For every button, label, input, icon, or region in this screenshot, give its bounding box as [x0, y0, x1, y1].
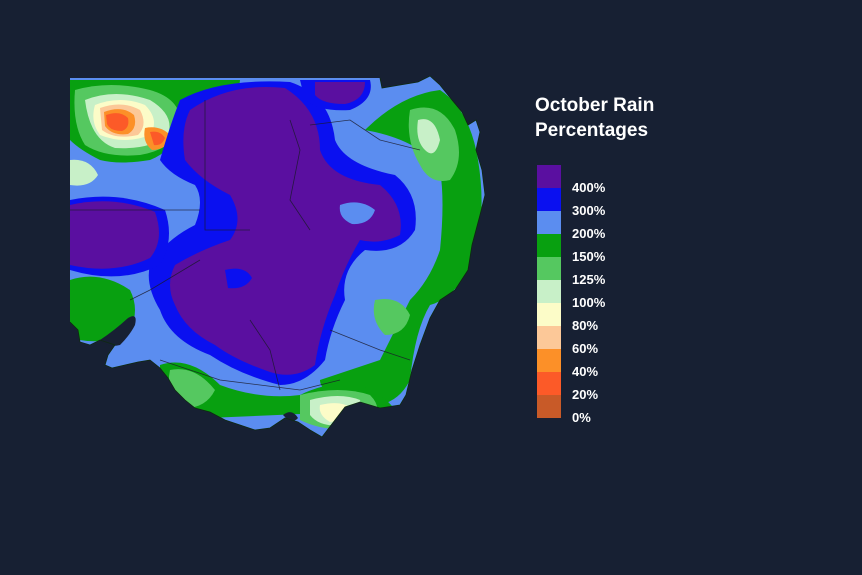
legend-swatch — [537, 211, 561, 234]
legend-item: 80% — [537, 303, 657, 333]
band-400-main — [170, 86, 401, 375]
boundary-lines — [70, 100, 421, 391]
legend-title-line2: Percentages — [535, 120, 649, 141]
legend-swatch — [537, 372, 561, 395]
band-400-west — [70, 201, 159, 269]
legend-label: 60% — [572, 341, 599, 356]
legend-item: 0% — [537, 395, 657, 425]
band-125-coast — [373, 299, 410, 335]
band-100-east — [417, 119, 440, 154]
legend-label: 200% — [572, 226, 606, 241]
legend-label: 400% — [572, 180, 606, 195]
legend-item: 125% — [537, 257, 657, 287]
legend-swatch — [537, 165, 561, 188]
band-200-island — [339, 202, 375, 225]
legend-item: 20% — [537, 372, 657, 402]
legend-item: 60% — [537, 326, 657, 356]
legend-item: 150% — [537, 234, 657, 264]
band-100-w — [70, 159, 98, 186]
rainfall-bands — [70, 76, 485, 437]
legend-title: October Rain Percentages — [535, 93, 735, 143]
legend-swatch — [537, 395, 561, 418]
band-400-north — [315, 82, 365, 104]
port-phillip-bay — [100, 316, 136, 346]
legend: 400% 300% 200% 150% 125% 100% 80% 60% 40… — [537, 165, 657, 425]
legend-item: 300% — [537, 188, 657, 218]
legend-label: 150% — [572, 249, 606, 264]
legend-label: 20% — [572, 387, 599, 402]
legend-swatch — [537, 349, 561, 372]
legend-label: 300% — [572, 203, 606, 218]
legend-item: 40% — [537, 349, 657, 379]
band-20-nw — [106, 113, 129, 131]
legend-label: 100% — [572, 295, 606, 310]
legend-label: 125% — [572, 272, 606, 287]
legend-swatch — [537, 303, 561, 326]
legend-swatch — [537, 234, 561, 257]
band-150-west — [70, 276, 135, 342]
band-20-nw2 — [150, 131, 165, 146]
legend-swatch — [537, 257, 561, 280]
legend-label: 0% — [572, 410, 591, 425]
legend-title-line1: October Rain — [535, 95, 655, 116]
legend-item: 200% — [537, 211, 657, 241]
legend-swatch — [537, 280, 561, 303]
legend-swatch — [537, 188, 561, 211]
legend-label: 40% — [572, 364, 599, 379]
band-300-island — [225, 268, 252, 289]
legend-label: 80% — [572, 318, 599, 333]
legend-item: 400% — [537, 165, 657, 195]
legend-swatch — [537, 326, 561, 349]
coastline — [69, 75, 486, 438]
westernport-inlet — [283, 412, 298, 421]
legend-item: 100% — [537, 280, 657, 310]
